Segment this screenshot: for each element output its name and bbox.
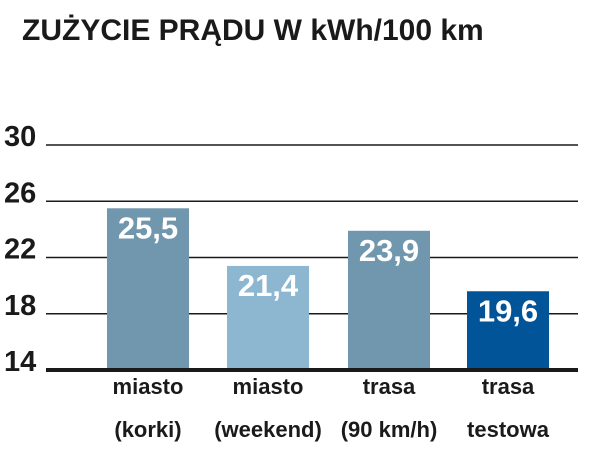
y-tick-label: 26 xyxy=(4,177,36,209)
x-axis-categories: miasto (korki) miasto (weekend) trasa (90 km/… xyxy=(113,374,550,442)
value-label: 19,6 xyxy=(478,293,538,328)
category-label: (90 km/h) xyxy=(341,417,438,442)
y-tick-label: 30 xyxy=(4,121,36,153)
bar xyxy=(348,230,430,370)
value-label: 21,4 xyxy=(238,268,299,303)
value-labels: 25,5 21,4 23,9 19,6 xyxy=(118,210,538,328)
bar xyxy=(227,265,309,370)
value-label: 25,5 xyxy=(118,210,178,245)
category-label: miasto xyxy=(113,374,184,399)
value-label: 23,9 xyxy=(359,233,419,268)
chart-title: ZUŻYCIE PRĄDU W kWh/100 km xyxy=(22,14,484,47)
y-tick-label: 14 xyxy=(4,346,36,378)
category-label: (weekend) xyxy=(214,417,322,442)
category-label: trasa xyxy=(482,374,535,399)
y-axis-ticks: 30 26 22 18 14 xyxy=(4,121,36,378)
bars xyxy=(107,208,549,370)
category-label: trasa xyxy=(363,374,416,399)
y-tick-label: 18 xyxy=(4,290,36,322)
y-tick-label: 22 xyxy=(4,234,36,266)
bar xyxy=(107,208,189,370)
category-label: miasto xyxy=(233,374,304,399)
category-label: (korki) xyxy=(114,417,181,442)
bar xyxy=(467,291,549,370)
category-label: testowa xyxy=(467,417,550,442)
